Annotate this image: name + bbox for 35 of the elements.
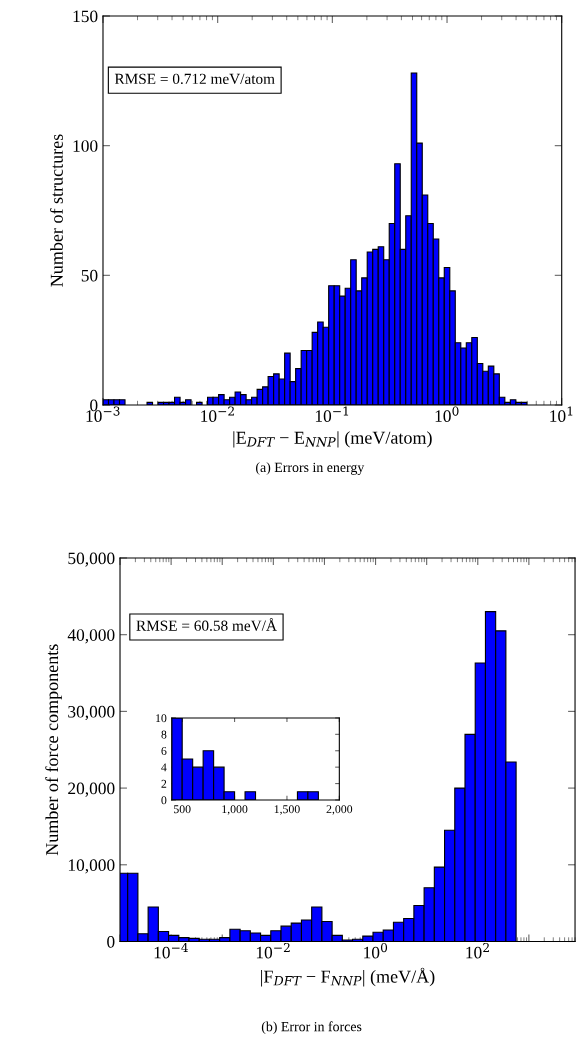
x-tick-label: 1,500 xyxy=(274,805,300,815)
x-axis-title: |E$_{DFT}$ − E$_{NNP}$| (meV/atom) xyxy=(233,431,432,448)
y-tick-label: 0 xyxy=(107,935,115,948)
x-tick-label: 1,000 xyxy=(222,805,248,815)
x-tick-label: 500 xyxy=(174,805,191,814)
y-tick-label: 10 xyxy=(156,714,167,723)
x-tick-label: 10$^{−2}$ xyxy=(256,942,290,959)
annotation: RMSE = 60.58 meV/Å xyxy=(136,618,277,631)
y-tick-label: 4 xyxy=(161,763,167,772)
x-tick-label: 10$^{1}$ xyxy=(550,406,573,422)
x-tick-label: 10$^{0}$ xyxy=(435,406,459,422)
y-tick-label: 50 xyxy=(81,269,98,282)
x-tick-label: 10$^{0}$ xyxy=(364,942,388,959)
annotation: RMSE = 0.712 meV/atom xyxy=(114,73,275,85)
x-tick-label: 2,000 xyxy=(326,805,353,815)
y-tick-label: 10,000 xyxy=(68,859,115,874)
y-tick-label: 40,000 xyxy=(67,629,115,644)
text: (a) Errors in energy xyxy=(256,462,365,475)
y-tick-label: 20,000 xyxy=(68,782,115,797)
x-tick-label: 10$^{−4}$ xyxy=(154,942,188,959)
y-tick-label: 30,000 xyxy=(68,705,115,721)
y-tick-label: 8 xyxy=(161,730,167,739)
y-tick-label: 150 xyxy=(73,10,98,23)
x-tick-label: 10$^{−1}$ xyxy=(315,406,349,422)
y-axis-title: Number of structures xyxy=(49,134,63,287)
x-tick-label: 10$^{−2}$ xyxy=(201,406,234,422)
y-tick-label: 6 xyxy=(161,747,167,755)
x-axis-title: |F$_{DFT}$ − F$_{NNP}$| (meV/Å) xyxy=(261,967,435,987)
y-tick-label: 50,000 xyxy=(68,552,115,567)
x-tick-label: 10$^{2}$ xyxy=(466,942,489,959)
text: (b) Error in forces xyxy=(261,1021,362,1035)
y-axis-title: Number of force components xyxy=(45,644,62,856)
y-tick-label: 0 xyxy=(161,796,167,805)
y-tick-label: 2 xyxy=(161,779,167,788)
y-tick-label: 100 xyxy=(73,140,98,152)
